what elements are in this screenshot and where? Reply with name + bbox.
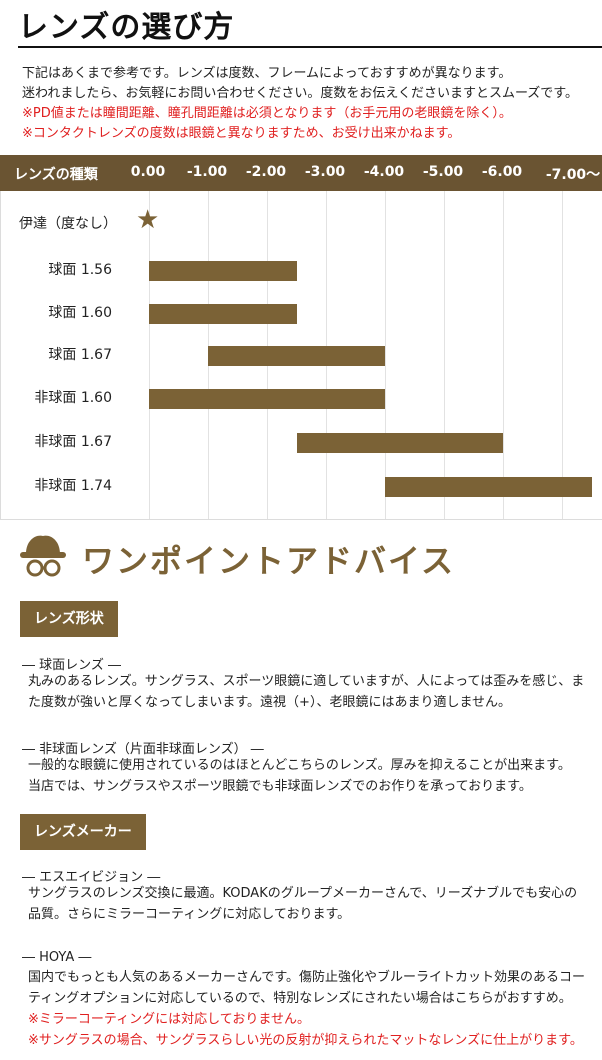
item-body-sa-vision: サングラスのレンズ交換に最適。KODAKのグループメーカーさんで、リーズナブルで… <box>28 883 593 925</box>
x-tick-label: -2.00 <box>245 164 287 180</box>
gridline <box>444 191 445 519</box>
row-label: 球面 1.67 <box>48 347 112 363</box>
row-label: 非球面 1.60 <box>34 390 112 406</box>
gridline <box>149 191 150 519</box>
gridline <box>385 191 386 519</box>
item-warning: ※サングラスの場合、サングラスらしい光の反射が抑えられたマットなレンズに仕上がり… <box>28 1033 583 1048</box>
gridline <box>503 191 504 519</box>
item-head-aspherical: ― 非球面レンズ（片面非球面レンズ） ― <box>22 742 264 757</box>
gridline <box>562 191 563 519</box>
item-head-spherical: ― 球面レンズ ― <box>22 658 122 673</box>
intro-warning: ※コンタクトレンズの度数は眼鏡と異なりますため、お受け出来かねます。 <box>22 126 461 141</box>
x-tick-label: -5.00 <box>422 164 464 180</box>
row-label: 球面 1.56 <box>48 262 112 278</box>
x-tick-label: -1.00 <box>186 164 228 180</box>
item-line: 品質。さらにミラーコーティングに対応しております。 <box>28 907 351 922</box>
advice-title: ワンポイントアドバイス <box>82 542 456 580</box>
intro-notes: 下記はあくまで参考です。レンズは度数、フレームによっておすすめが異なります。 迷… <box>22 64 597 144</box>
chart-body: 伊達（度なし） ★ 球面 1.56 球面 1.60 球面 1.67 非球面 1.60 非球面… <box>0 191 602 520</box>
item-line: た度数が強いと厚くなってしまいます。遠視（+）、老眼鏡にはあまり適しません。 <box>28 695 512 710</box>
section-tag-lens-shape: レンズ形状 <box>20 601 118 637</box>
item-line: 国内でもっとも人気のあるメーカーさんです。傷防止強化やブルーライトカット効果のあ… <box>28 970 586 985</box>
x-tick-label: -4.00 <box>363 164 405 180</box>
intro-warning: ※PD値または瞳間距離、瞳孔間距離は必須となります（お手元用の老眼鏡を除く）。 <box>22 106 512 121</box>
item-line: 丸みのあるレンズ。サングラス、スポーツ眼鏡に適していますが、人によっては歪みを感… <box>28 674 585 689</box>
row-label: 非球面 1.74 <box>34 478 112 494</box>
row-label: 非球面 1.67 <box>34 434 112 450</box>
range-bar <box>296 433 503 453</box>
item-head-hoya: ― HOYA ― <box>22 950 92 965</box>
page-title: レンズの選び方 <box>18 10 235 45</box>
item-line: 一般的な眼鏡に使用されているのはほとんどこちらのレンズ。厚みを抑えることが出来ま… <box>28 758 571 773</box>
item-line: ティングオプションに対応しているので、特別なレンズにされたい場合はこちらがおすす… <box>28 991 572 1006</box>
row-label: 伊達（度なし） <box>19 216 117 232</box>
intro-line: 迷われましたら、お気軽にお問い合わせください。度数をお伝えくださいますとスムーズ… <box>22 86 579 101</box>
row-label: 球面 1.60 <box>48 305 112 321</box>
x-tick-label: -3.00 <box>304 164 346 180</box>
range-bar <box>385 477 592 497</box>
range-bar <box>208 346 385 366</box>
intro-line: 下記はあくまで参考です。レンズは度数、フレームによっておすすめが異なります。 <box>22 66 512 81</box>
x-tick-label: 0.00 <box>130 164 166 180</box>
item-line: サングラスのレンズ交換に最適。KODAKのグループメーカーさんで、リーズナブルで… <box>28 886 578 901</box>
range-bar <box>149 389 385 409</box>
range-bar <box>149 261 297 281</box>
item-body-hoya: 国内でもっとも人気のあるメーカーさんです。傷防止強化やブルーライトカット効果のあ… <box>28 967 593 1051</box>
item-body-spherical: 丸みのあるレンズ。サングラス、スポーツ眼鏡に適していますが、人によっては歪みを感… <box>28 671 593 713</box>
item-body-aspherical: 一般的な眼鏡に使用されているのはほとんどこちらのレンズ。厚みを抑えることが出来ま… <box>28 755 593 797</box>
section-tag-lens-maker: レンズメーカー <box>20 814 146 850</box>
x-tick-label: -6.00 <box>481 164 523 180</box>
hat-glasses-icon <box>20 535 66 577</box>
lens-power-chart: レンズの種類 0.00 -1.00 -2.00 -3.00 -4.00 -5.00 -6.0… <box>0 155 602 520</box>
item-head-sa-vision: ― エスエイビジョン ― <box>22 870 161 885</box>
star-icon: ★ <box>136 205 160 235</box>
chart-category-header: レンズの種類 <box>14 167 98 183</box>
x-tick-label: -7.00〜 <box>545 167 601 183</box>
item-line: 当店では、サングラスやスポーツ眼鏡でも非球面レンズでのお作りを承っております。 <box>28 779 532 794</box>
range-bar <box>149 304 297 324</box>
item-warning: ※ミラーコーティングには対応しておりません。 <box>28 1012 310 1027</box>
title-divider <box>18 46 602 48</box>
chart-header: レンズの種類 0.00 -1.00 -2.00 -3.00 -4.00 -5.00 -6.0… <box>0 155 602 191</box>
